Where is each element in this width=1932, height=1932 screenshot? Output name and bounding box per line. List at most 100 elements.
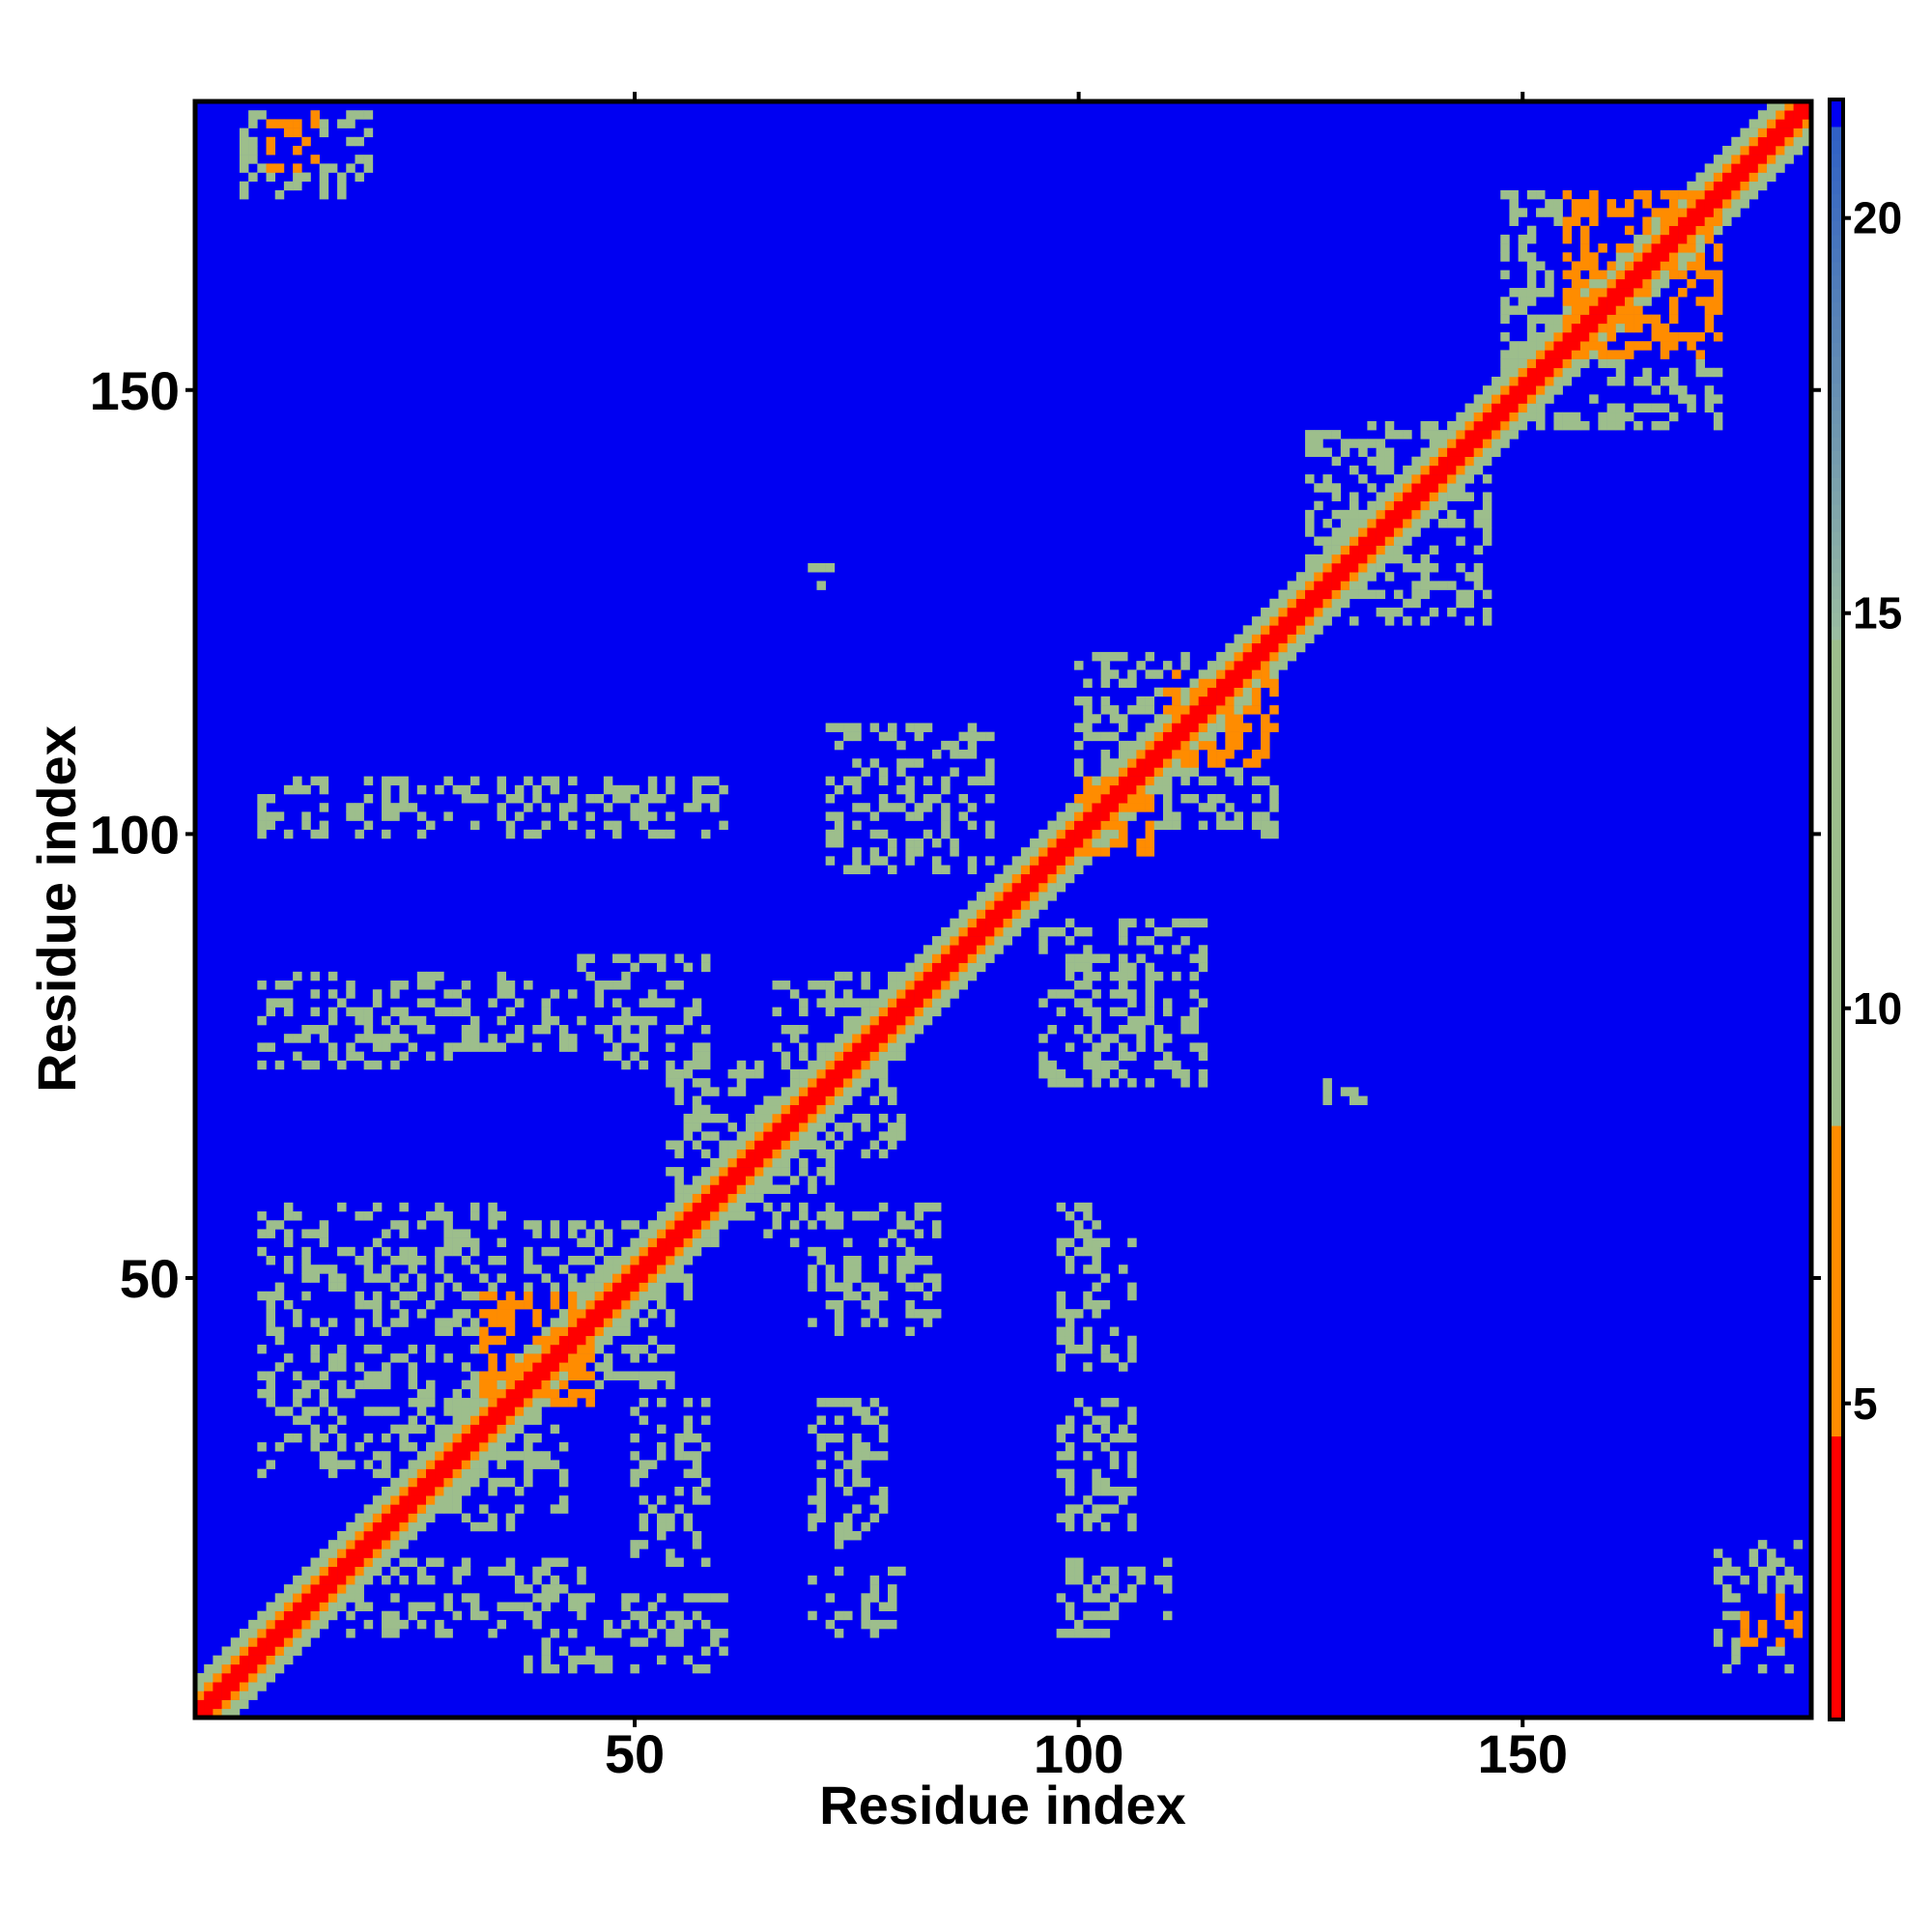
heatmap-cell (603, 1237, 613, 1248)
heatmap-cell (630, 1264, 639, 1274)
heatmap-cell (585, 1299, 595, 1310)
heatmap-cell (950, 953, 959, 963)
heatmap-cell (843, 1256, 853, 1265)
heatmap-cell (1136, 740, 1146, 751)
heatmap-cell (674, 1149, 684, 1159)
heatmap-cell (630, 1663, 639, 1674)
heatmap-cell (497, 1398, 507, 1407)
heatmap-cell (363, 1034, 374, 1043)
heatmap-cell (479, 1291, 489, 1301)
heatmap-cell (861, 1442, 870, 1452)
heatmap-cell (585, 829, 595, 839)
heatmap-cell (558, 803, 569, 812)
heatmap-cell (1704, 208, 1715, 217)
heatmap-cell (266, 119, 276, 128)
colorbar-segment (1830, 801, 1843, 816)
heatmap-cell (577, 1610, 586, 1621)
heatmap-cell (905, 971, 915, 981)
heatmap-cell (1162, 811, 1173, 821)
heatmap-cell (1136, 661, 1146, 670)
heatmap-cell (1500, 252, 1510, 262)
heatmap-cell (825, 723, 836, 732)
heatmap-cell (1127, 1015, 1137, 1026)
colorbar-segment (1830, 1166, 1843, 1180)
heatmap-cell (558, 1646, 569, 1656)
heatmap-cell (1500, 297, 1510, 306)
heatmap-cell (1776, 1557, 1785, 1568)
heatmap-cell (869, 1495, 880, 1505)
heatmap-cell (1056, 873, 1066, 884)
heatmap-cell (834, 1415, 844, 1425)
heatmap-cell (1261, 740, 1270, 751)
heatmap-cell (293, 145, 302, 156)
heatmap-cell (1411, 465, 1421, 475)
colorbar-segment (1830, 518, 1843, 532)
heatmap-cell (834, 820, 844, 831)
heatmap-cell (1153, 784, 1164, 795)
heatmap-cell (390, 1566, 400, 1577)
heatmap-cell (1536, 376, 1546, 386)
heatmap-cell (1100, 1629, 1111, 1638)
heatmap-cell (763, 1095, 773, 1106)
heatmap-cell (452, 1229, 463, 1238)
heatmap-cell (674, 1140, 684, 1150)
heatmap-cell (1776, 163, 1785, 173)
heatmap-cell (461, 1326, 471, 1337)
heatmap-cell (905, 1264, 915, 1274)
heatmap-cell (355, 1602, 364, 1611)
heatmap-cell (1162, 1610, 1173, 1621)
heatmap-cell (1242, 758, 1253, 768)
heatmap-cell (532, 829, 542, 839)
heatmap-cell (1056, 1291, 1066, 1301)
heatmap-cell (382, 803, 391, 812)
heatmap-cell (666, 1273, 675, 1283)
heatmap-cell (816, 1211, 826, 1221)
heatmap-cell (399, 1220, 409, 1230)
heatmap-cell (1162, 776, 1173, 786)
heatmap-cell (390, 1513, 400, 1523)
heatmap-cell (399, 1015, 409, 1026)
heatmap-cell (1580, 341, 1590, 351)
heatmap-cell (1713, 181, 1723, 191)
heatmap-cell (1767, 1646, 1776, 1656)
heatmap-cell (639, 1379, 649, 1390)
heatmap-cell (274, 119, 285, 128)
heatmap-cell (772, 1157, 781, 1168)
heatmap-cell (301, 1575, 311, 1585)
heatmap-cell (488, 1477, 497, 1488)
heatmap-cell (1261, 661, 1270, 670)
heatmap-cell (355, 1513, 364, 1523)
heatmap-cell (1092, 1309, 1101, 1319)
heatmap-cell (1261, 607, 1270, 617)
heatmap-cell (647, 1353, 658, 1363)
heatmap-cell (1314, 536, 1323, 546)
heatmap-cell (497, 1318, 507, 1327)
heatmap-cell (1420, 430, 1431, 440)
heatmap-cell (976, 776, 986, 786)
heatmap-cell (666, 1237, 675, 1248)
heatmap-cell (603, 1299, 613, 1310)
heatmap-cell (1562, 225, 1573, 236)
heatmap-cell (1642, 297, 1652, 306)
heatmap-cell (1003, 918, 1012, 928)
heatmap-cell (692, 1220, 702, 1230)
heatmap-cell (1172, 945, 1181, 954)
heatmap-cell (1207, 758, 1217, 768)
heatmap-cell (372, 1513, 383, 1523)
heatmap-cell (1713, 420, 1723, 431)
heatmap-cell (1109, 731, 1120, 742)
heatmap-cell (1482, 607, 1492, 617)
heatmap-cell (355, 1566, 364, 1577)
heatmap-cell (1473, 447, 1484, 457)
heatmap-cell (772, 1184, 781, 1194)
heatmap-cell (1456, 439, 1465, 448)
colorbar-segment (1830, 1192, 1843, 1208)
heatmap-cell (1065, 1468, 1075, 1479)
heatmap-cell (1660, 189, 1670, 200)
heatmap-cell (266, 1619, 276, 1630)
heatmap-cell (816, 1140, 826, 1150)
heatmap-cell (1420, 420, 1431, 431)
heatmap-cell (1180, 696, 1190, 706)
heatmap-cell (941, 926, 951, 937)
heatmap-cell (852, 1015, 862, 1026)
